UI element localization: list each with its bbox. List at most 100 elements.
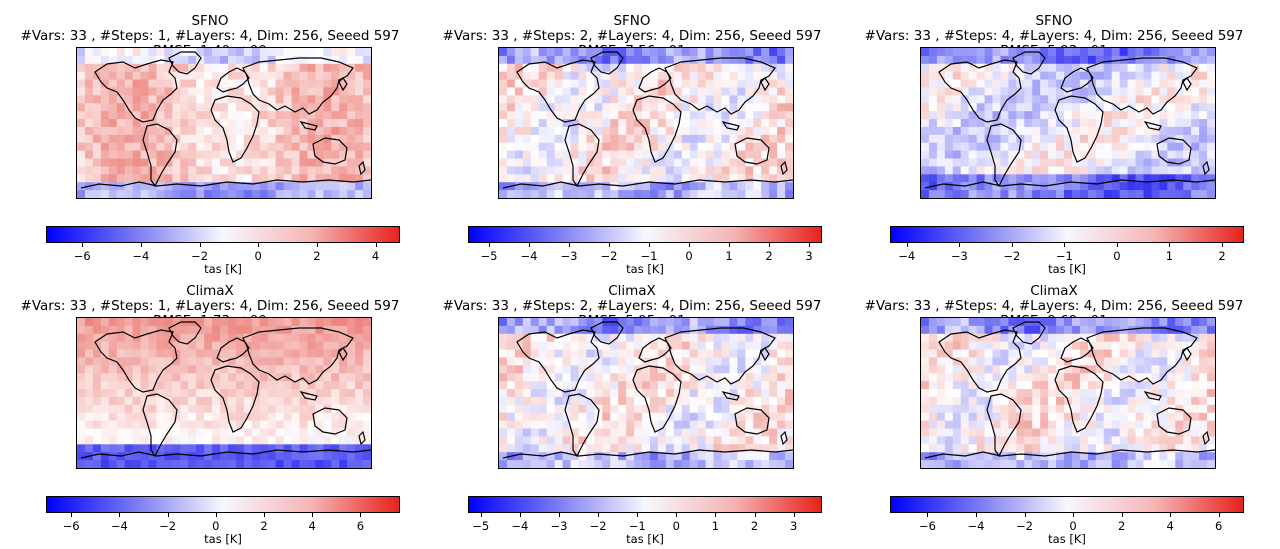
- colorbar-tick: [1073, 513, 1075, 517]
- heatmap-cell: [506, 158, 516, 167]
- colorbar-tick: [258, 243, 260, 247]
- heatmap-cell: [610, 444, 619, 453]
- heatmap-cell: [1151, 357, 1160, 366]
- heatmap-cell: [626, 349, 635, 358]
- heatmap-cell: [562, 349, 571, 358]
- heatmap-cell: [626, 444, 635, 453]
- heatmap-cell: [1000, 71, 1009, 80]
- colorbar-tick-label: −5: [472, 519, 490, 533]
- coastline-10: [502, 449, 793, 459]
- heatmap-cell: [928, 404, 938, 414]
- heatmap-cell: [952, 134, 962, 144]
- heatmap-cell: [1071, 389, 1081, 398]
- heatmap-cell: [499, 452, 508, 461]
- heatmap-cell: [729, 373, 738, 382]
- heatmap-cell: [1119, 452, 1128, 461]
- heatmap-cell: [1071, 150, 1081, 159]
- heatmap-cell: [785, 95, 793, 104]
- heatmap-cell: [100, 341, 110, 350]
- heatmap-cell: [952, 452, 962, 461]
- heatmap-cell: [1040, 318, 1049, 327]
- heatmap-cell: [626, 174, 635, 183]
- heatmap-cell: [339, 436, 348, 445]
- heatmap-cell: [84, 325, 94, 335]
- heatmap-cell: [1143, 48, 1152, 57]
- heatmap-cell: [984, 48, 993, 57]
- heatmap-cell: [538, 357, 548, 366]
- heatmap-cell: [1159, 357, 1168, 366]
- heatmap-cell: [626, 119, 635, 128]
- heatmap-cell: [992, 63, 1001, 73]
- heatmap-cell: [323, 119, 332, 128]
- coastline-9: [780, 430, 788, 446]
- heatmap-cell: [936, 103, 946, 112]
- heatmap-cell: [1064, 95, 1073, 104]
- heatmap-cell: [267, 349, 277, 358]
- heatmap-cell: [522, 63, 532, 73]
- heatmap-cell: [1024, 428, 1033, 437]
- heatmap-cell: [1207, 436, 1215, 445]
- heatmap-cell: [1199, 436, 1208, 445]
- heatmap-cell: [610, 103, 619, 112]
- heatmap-cell: [259, 150, 269, 159]
- chart-panel-3: SFNO #Vars: 33 , #Steps: 4, #Layers: 4, D…: [844, 0, 1264, 276]
- heatmap-cell: [657, 381, 667, 390]
- heatmap-cell: [1103, 389, 1113, 398]
- heatmap-cell: [546, 333, 556, 343]
- heatmap-cell: [952, 436, 962, 445]
- heatmap-cell: [235, 436, 245, 445]
- heatmap-cell: [992, 126, 1001, 136]
- heatmap-cell: [355, 55, 364, 65]
- heatmap-cell: [1064, 119, 1073, 128]
- heatmap-cell: [259, 111, 269, 120]
- heatmap-cell: [100, 404, 110, 414]
- heatmap-cell: [204, 79, 213, 88]
- heatmap-cell: [132, 381, 141, 390]
- heatmap-cell: [1143, 166, 1152, 175]
- heatmap-cell: [976, 404, 985, 414]
- heatmap-cell: [164, 87, 173, 96]
- heatmap-cell: [665, 158, 675, 167]
- heatmap-cell: [243, 460, 253, 468]
- heatmap-cell: [84, 318, 94, 327]
- heatmap-cell: [538, 444, 548, 453]
- heatmap-cell: [681, 365, 691, 374]
- heatmap-cell: [1079, 119, 1089, 128]
- heatmap-cell: [689, 142, 699, 152]
- heatmap-cell: [132, 373, 141, 382]
- heatmap-cell: [116, 341, 126, 350]
- heatmap-cell: [602, 396, 611, 406]
- heatmap-cell: [1008, 190, 1017, 198]
- heatmap-cell: [299, 166, 308, 175]
- heatmap-cell: [499, 357, 508, 366]
- heatmap-cell: [594, 436, 603, 445]
- heatmap-cell: [538, 365, 548, 374]
- heatmap-cell: [1159, 63, 1168, 73]
- colorbar-tick: [312, 513, 314, 517]
- heatmap-cell: [514, 373, 524, 382]
- heatmap-cell: [1159, 79, 1168, 88]
- heatmap-cell: [77, 158, 86, 167]
- heatmap-cell: [275, 452, 284, 461]
- heatmap-cell: [108, 452, 118, 461]
- heatmap-cell: [1048, 55, 1057, 65]
- heatmap-cell: [1191, 174, 1200, 183]
- heatmap-cell: [554, 428, 563, 437]
- heatmap-cell: [713, 126, 722, 136]
- heatmap-cell: [243, 404, 253, 414]
- heatmap-cell: [140, 325, 149, 335]
- heatmap-cell: [745, 87, 754, 96]
- heatmap-cell: [1000, 420, 1009, 429]
- heatmap-cell: [522, 341, 532, 350]
- coastline-3: [1060, 67, 1094, 93]
- heatmap-cell: [657, 55, 667, 65]
- heatmap-cell: [1016, 412, 1025, 422]
- heatmap-cell: [188, 333, 197, 343]
- heatmap-cell: [124, 325, 134, 335]
- heatmap-cell: [1000, 150, 1009, 159]
- heatmap-cell: [968, 396, 978, 406]
- heatmap-cell: [570, 436, 579, 445]
- heatmap-cell: [283, 134, 292, 144]
- heatmap-cell: [522, 396, 532, 406]
- heatmap-cell: [618, 389, 627, 398]
